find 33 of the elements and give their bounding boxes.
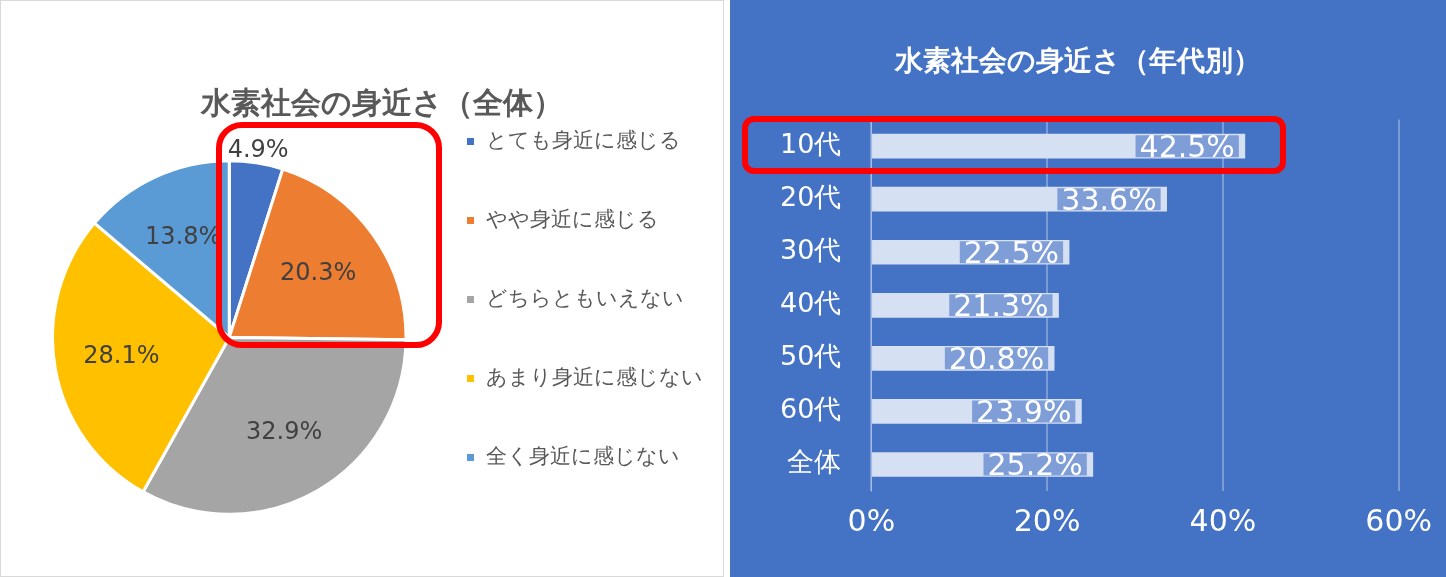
data-label: 20.3% — [279, 257, 357, 286]
legend-label: どちらともいえない — [486, 285, 684, 310]
y-tick-label: 10代 — [780, 128, 842, 160]
data-label: 21.3% — [953, 288, 1049, 324]
data-label: 32.9% — [246, 416, 323, 445]
x-tick-label: 40% — [1189, 502, 1257, 538]
x-tick-label: 20% — [1013, 502, 1081, 538]
bar — [872, 133, 1246, 159]
y-tick-label: 40代 — [780, 287, 842, 319]
data-label: 28.1% — [83, 341, 160, 370]
chart-title: 水素社会の身近さ（年代別） — [894, 44, 1261, 78]
x-tick-label: 0% — [847, 502, 896, 538]
bar — [872, 399, 1082, 424]
data-label: 42.5% — [1139, 128, 1235, 164]
data-label: 4.9% — [227, 135, 289, 164]
y-tick-label: 60代 — [780, 393, 842, 425]
y-tick-label: 50代 — [780, 340, 842, 372]
data-label: 22.5% — [963, 235, 1060, 271]
y-tick-label: 全体 — [787, 446, 842, 478]
data-label: 23.9% — [976, 394, 1072, 430]
data-label: 25.2% — [987, 447, 1083, 483]
bar — [872, 452, 1094, 477]
legend-label: あまり身近に感じない — [486, 364, 703, 389]
y-tick-label: 20代 — [780, 181, 842, 213]
legend-label: とても身近に感じる — [486, 127, 681, 152]
legend-label: 全く身近に感じない — [486, 443, 680, 468]
data-label: 20.8% — [948, 341, 1045, 377]
chart-title: 水素社会の身近さ（全体） — [200, 84, 563, 120]
legend-label: やや身近に感じる — [486, 206, 659, 231]
bar — [872, 186, 1167, 212]
data-label: 33.6% — [1061, 181, 1157, 217]
y-tick-label: 30代 — [780, 234, 842, 266]
x-tick-label: 60% — [1365, 502, 1432, 538]
